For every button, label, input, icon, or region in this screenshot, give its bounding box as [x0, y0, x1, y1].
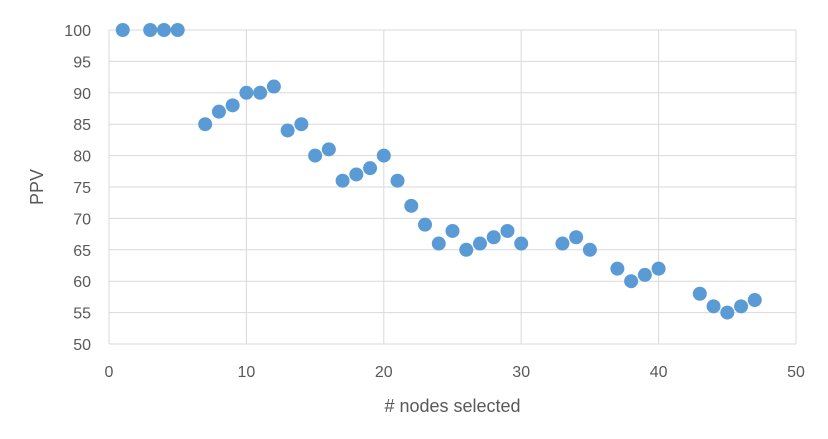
data-point-44 — [706, 299, 721, 314]
data-point-40 — [651, 261, 666, 276]
data-point-11 — [253, 85, 268, 100]
data-point-4 — [156, 23, 171, 37]
data-point-24 — [431, 236, 446, 251]
data-point-9 — [225, 98, 240, 113]
x-axis-title: # nodes selected — [384, 396, 520, 416]
data-point-39 — [637, 267, 652, 282]
data-point-34 — [569, 230, 584, 245]
data-point-19 — [363, 161, 378, 176]
data-point-33 — [555, 236, 570, 251]
data-point-17 — [335, 173, 350, 188]
data-point-20 — [376, 148, 391, 163]
data-point-30 — [514, 236, 529, 251]
data-point-45 — [720, 305, 735, 320]
data-points — [115, 23, 762, 320]
data-point-8 — [211, 104, 226, 119]
data-point-1 — [115, 23, 130, 37]
y-tick-label-95: 95 — [73, 54, 91, 71]
data-point-3 — [143, 23, 158, 37]
data-point-43 — [692, 286, 707, 301]
data-point-21 — [390, 173, 405, 188]
data-point-12 — [266, 79, 281, 94]
data-point-14 — [294, 117, 309, 132]
data-point-22 — [404, 198, 419, 213]
x-tick-label-40: 40 — [650, 364, 668, 381]
y-tick-label-75: 75 — [73, 180, 91, 197]
data-point-29 — [500, 223, 515, 238]
y-axis-title: PPV — [27, 169, 47, 205]
data-point-28 — [486, 230, 501, 245]
data-point-23 — [418, 217, 433, 232]
data-point-37 — [610, 261, 625, 276]
y-tick-label-55: 55 — [73, 306, 91, 323]
data-point-47 — [747, 293, 762, 308]
data-point-38 — [624, 274, 639, 289]
data-point-27 — [472, 236, 487, 251]
tick-labels: 50 55 60 65 70 75 80 85 90 95 100 0 10 20 30 40 50 — [64, 23, 805, 381]
data-point-26 — [459, 242, 474, 257]
data-point-18 — [349, 167, 364, 182]
x-tick-label-10: 10 — [238, 364, 256, 381]
data-point-5 — [170, 23, 185, 37]
y-tick-label-100: 100 — [64, 23, 91, 40]
data-point-7 — [198, 117, 213, 132]
x-tick-label-20: 20 — [375, 364, 393, 381]
x-tick-label-50: 50 — [787, 364, 805, 381]
data-point-25 — [445, 223, 460, 238]
x-tick-label-0: 0 — [105, 364, 114, 381]
y-tick-label-60: 60 — [73, 274, 91, 291]
y-tick-label-65: 65 — [73, 243, 91, 260]
y-tick-label-90: 90 — [73, 86, 91, 103]
y-tick-label-70: 70 — [73, 211, 91, 228]
x-tick-label-30: 30 — [512, 364, 530, 381]
data-point-35 — [582, 242, 597, 257]
y-tick-label-50: 50 — [73, 337, 91, 354]
grid — [108, 29, 797, 345]
data-point-10 — [239, 85, 254, 100]
data-point-46 — [734, 299, 749, 314]
data-point-16 — [321, 142, 336, 157]
data-point-15 — [308, 148, 323, 163]
y-tick-label-80: 80 — [73, 149, 91, 166]
data-point-13 — [280, 123, 295, 138]
y-tick-label-85: 85 — [73, 117, 91, 134]
